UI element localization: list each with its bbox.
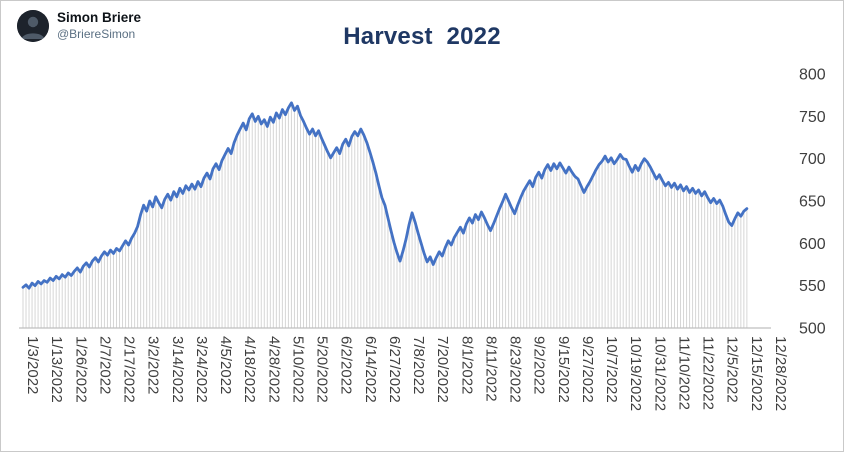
x-tick-label: 3/14/2022 <box>169 336 186 403</box>
x-tick-label: 12/28/2022 <box>772 336 789 411</box>
x-tick-label: 11/22/2022 <box>700 336 717 410</box>
x-tick-label: 9/2/2022 <box>531 336 548 394</box>
x-tick-label: 6/27/2022 <box>386 336 403 403</box>
x-tick-label: 9/27/2022 <box>579 336 596 403</box>
y-tick-label: 750 <box>799 109 826 126</box>
x-tick-label: 4/18/2022 <box>241 336 258 403</box>
y-tick-label: 650 <box>799 194 826 211</box>
x-tick-label: 3/24/2022 <box>193 336 210 403</box>
x-tick-label: 12/5/2022 <box>724 336 741 403</box>
x-tick-label: 2/7/2022 <box>96 336 113 394</box>
x-tick-label: 8/11/2022 <box>482 336 499 402</box>
x-tick-label: 1/3/2022 <box>24 336 41 394</box>
x-tick-label: 6/2/2022 <box>338 336 355 394</box>
chart-bars <box>22 102 748 328</box>
y-axis-labels: 500 550 600 650 700 750 800 <box>799 67 826 338</box>
y-tick-label: 700 <box>799 151 826 168</box>
x-tick-label: 5/20/2022 <box>314 336 331 403</box>
avatar-person-icon <box>17 10 49 42</box>
x-tick-label: 10/7/2022 <box>603 336 620 403</box>
y-tick-label: 800 <box>799 67 826 84</box>
profile: Simon Briere @BriereSimon <box>17 10 141 42</box>
profile-text: Simon Briere @BriereSimon <box>57 10 141 42</box>
price-line <box>21 101 749 290</box>
x-tick-label: 10/31/2022 <box>651 336 668 411</box>
user-name: Simon Briere <box>57 10 142 26</box>
x-tick-label: 8/1/2022 <box>458 336 475 394</box>
x-tick-label: 6/14/2022 <box>362 336 379 403</box>
x-axis-labels: 1/3/2022 1/13/2022 1/26/2022 2/7/2022 2/17/2… <box>24 336 789 411</box>
y-tick-label: 500 <box>799 321 826 338</box>
x-tick-label: 9/15/2022 <box>555 336 572 403</box>
x-tick-label: 12/15/2022 <box>748 336 765 411</box>
x-tick-label: 8/23/2022 <box>507 336 524 403</box>
x-tick-label: 10/19/2022 <box>627 336 644 411</box>
x-tick-label: 4/28/2022 <box>265 336 282 403</box>
x-tick-label: 1/26/2022 <box>72 336 89 403</box>
y-tick-label: 550 <box>799 278 826 295</box>
x-tick-label: 7/8/2022 <box>410 336 427 394</box>
x-tick-label: 1/13/2022 <box>48 336 65 403</box>
x-tick-label: 3/2/2022 <box>145 336 162 394</box>
x-tick-label: 2/17/2022 <box>121 336 138 403</box>
x-tick-label: 4/5/2022 <box>217 336 234 394</box>
y-tick-label: 600 <box>799 236 826 253</box>
chart-area: 500 550 600 650 700 750 800 1/3/2022 1/13/2022 1/… <box>1 56 843 451</box>
user-handle: @BriereSimon <box>57 26 136 41</box>
chart-title: Harvest 2022 <box>343 23 501 50</box>
x-tick-label: 11/10/2022 <box>675 336 692 410</box>
avatar <box>17 10 49 42</box>
x-tick-label: 7/20/2022 <box>434 336 451 403</box>
x-tick-label: 5/10/2022 <box>289 336 306 403</box>
